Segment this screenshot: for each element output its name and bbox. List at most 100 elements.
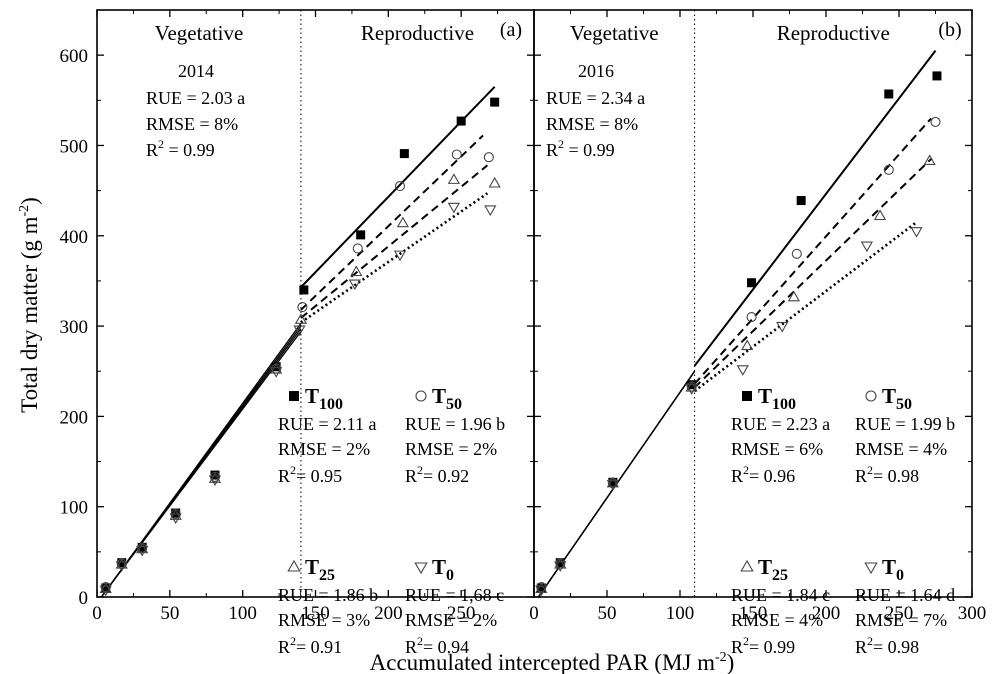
legend-rmse: RMSE = 4% [855, 439, 947, 459]
legend-r2: R2= 0.92 [405, 463, 469, 486]
y-tick-label: 300 [60, 317, 89, 338]
data-point-t0 [535, 585, 548, 597]
data-point-t0 [736, 365, 749, 376]
data-point-t50 [352, 243, 363, 254]
data-point-t100 [536, 583, 546, 593]
svg-text:Total dry matter (g m-2): Total dry matter (g m-2) [17, 197, 42, 413]
data-point-t25 [787, 290, 801, 302]
data-point-t25 [606, 476, 619, 488]
reproductive-fit-line [300, 164, 489, 319]
data-point-t25 [350, 265, 363, 277]
legend-label: T0 [432, 555, 454, 584]
legend-rmse: RMSE = 2% [278, 439, 370, 459]
panel-a: 0 50 100 150 200 250 0 100 200 300 400 500 600 Vegeta… [60, 9, 535, 657]
data-point-t0 [776, 321, 789, 333]
y-axis-title-text: Total dry matter (g m [17, 216, 42, 412]
data-point-t25 [270, 362, 283, 374]
x-axis-title-sup: -2 [715, 650, 727, 665]
reproductive-fit-line [693, 158, 932, 389]
phase-label-vegetative: Vegetative [155, 21, 244, 45]
legend-r2: R2= 0.98 [855, 463, 919, 486]
legend-rue: RUE = 1.99 b [855, 414, 955, 434]
legend-r2: R2= 0.95 [278, 463, 342, 486]
x-axis-title-text: Accumulated intercepted PAR (MJ m [370, 650, 715, 674]
data-point-t25 [99, 582, 112, 594]
data-point-t0 [136, 545, 149, 557]
legend-rue: RUE = 1,68 c [405, 585, 504, 605]
x-tick-label: 0 [92, 603, 102, 624]
legend-marker [287, 559, 301, 572]
data-point-t100 [608, 477, 618, 487]
legend-label: T100 [758, 384, 796, 413]
data-point-t100 [101, 583, 111, 593]
x-tick-label: 150 [739, 603, 768, 624]
data-point-t50 [746, 311, 757, 323]
reproductive-fit-line [300, 134, 484, 311]
data-point-t100 [456, 116, 466, 126]
year-label: 2016 [578, 61, 614, 81]
legend-label: T0 [882, 555, 904, 584]
data-point-t25 [535, 582, 548, 594]
legend-rue: RUE = 2.23 a [731, 414, 830, 434]
reproductive-fit-line [693, 117, 932, 385]
phase-label-reproductive: Reproductive [361, 21, 474, 45]
legend-rue: RUE = 2.11 a [278, 414, 376, 434]
x-axis-title: Accumulated intercepted PAR (MJ m-2) [370, 650, 735, 674]
data-point-t0 [447, 202, 461, 214]
data-point-t25 [488, 176, 501, 188]
panel-label: (a) [500, 19, 522, 41]
x-tick-label: 250 [885, 603, 914, 624]
data-point-t50 [394, 181, 406, 192]
data-point-t0 [208, 475, 222, 487]
legend-label: T25 [305, 555, 335, 584]
legend-r2: R2= 0.98 [855, 634, 919, 657]
y-tick-label: 600 [60, 46, 89, 67]
year-label: 2014 [178, 61, 214, 81]
pooled-rmse: RMSE = 8% [546, 114, 638, 134]
legend-rmse: RMSE = 3% [278, 610, 370, 630]
legend-rmse: RMSE = 4% [731, 610, 823, 630]
data-point-t100 [399, 149, 409, 159]
reproductive-fit-line [693, 221, 918, 393]
phase-label-reproductive: Reproductive [777, 21, 890, 45]
x-tick-label: 150 [301, 603, 330, 624]
legend-rmse: RMSE = 7% [855, 610, 947, 630]
legend-marker [740, 559, 754, 572]
data-point-t100 [356, 230, 366, 240]
data-point-t0 [115, 561, 128, 572]
data-point-t0 [685, 384, 698, 395]
data-point-t0 [293, 325, 306, 337]
data-point-t0 [910, 227, 923, 238]
data-point-t0 [99, 585, 112, 597]
legend-rue: RUE = 1.84 c [731, 585, 830, 605]
data-point-t25 [294, 313, 308, 324]
data-point-t25 [685, 380, 698, 392]
x-tick-label: 250 [447, 603, 476, 624]
legend-label: T100 [305, 384, 343, 413]
data-point-t25 [136, 542, 149, 554]
panel-label: (b) [938, 19, 961, 41]
x-tick-label: 0 [529, 603, 539, 624]
vegetative-fit-line [100, 331, 302, 598]
data-point-t100 [884, 89, 894, 99]
data-point-t100 [555, 558, 565, 568]
x-tick-label: 200 [374, 603, 403, 624]
data-point-t50 [297, 302, 308, 313]
data-point-t25 [115, 557, 128, 569]
legend-label: T50 [432, 384, 462, 413]
pooled-r2: R2 = 0.99 [146, 137, 215, 160]
legend-rmse: RMSE = 6% [731, 439, 823, 459]
data-point-t100 [796, 196, 806, 206]
y-tick-label: 200 [60, 407, 89, 428]
legend-rmse: RMSE = 2% [405, 610, 497, 630]
data-point-t0 [348, 279, 361, 291]
data-point-t25 [741, 339, 754, 351]
legend-rue: RUE = 1.96 b [405, 414, 505, 434]
data-point-t100 [117, 558, 127, 568]
